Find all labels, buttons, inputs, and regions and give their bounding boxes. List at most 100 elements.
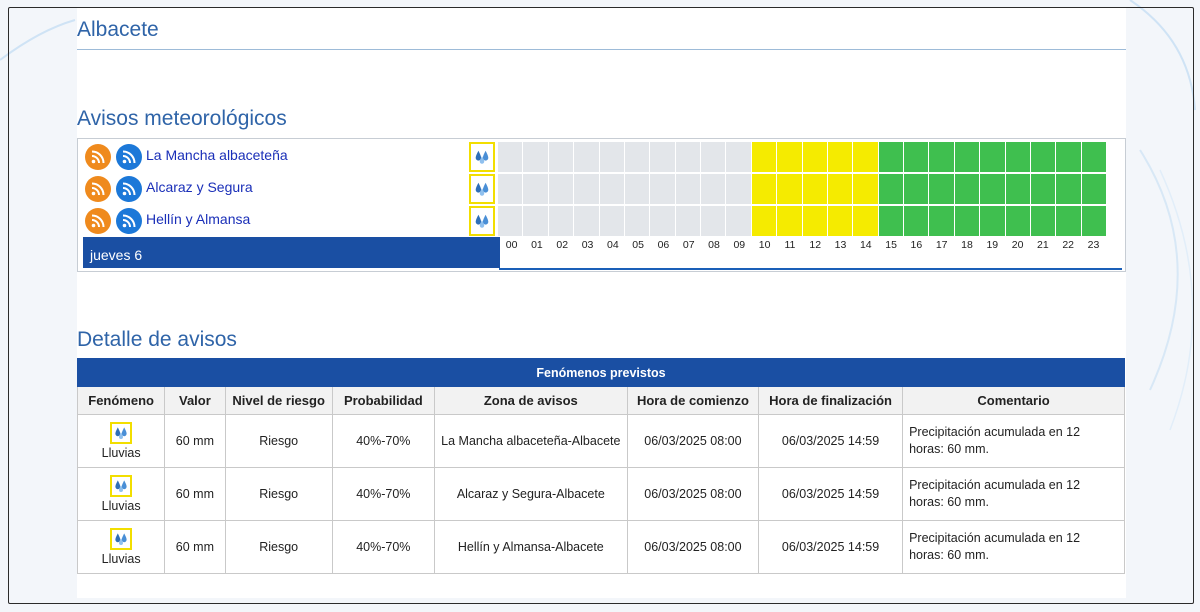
hour-cell-green xyxy=(1056,206,1081,236)
hour-cell-yellow xyxy=(853,174,878,204)
warning-zone-row: Hellín y Almansa xyxy=(83,205,1123,236)
hour-cell-green xyxy=(954,174,980,204)
hour-cell-green xyxy=(1005,142,1030,172)
hour-cell-none xyxy=(726,206,751,236)
hour-cell-none xyxy=(523,206,548,236)
start-time-cell: 06/03/2025 08:00 xyxy=(626,414,760,468)
value-cell: 60 mm xyxy=(164,520,226,574)
hour-cell-none xyxy=(701,174,726,204)
end-time-cell: 06/03/2025 14:59 xyxy=(758,414,904,468)
hour-cell-green xyxy=(1030,206,1056,236)
hourly-levels xyxy=(498,174,1107,204)
rss-feed-icon[interactable] xyxy=(85,208,111,234)
hour-cell-none xyxy=(701,142,726,172)
hour-cell-none xyxy=(624,206,650,236)
phenomenon-cell: Lluvias xyxy=(76,414,166,468)
hour-cell-yellow xyxy=(751,174,777,204)
hour-label: 18 xyxy=(961,239,973,251)
hour-cell-none xyxy=(624,142,650,172)
hour-cell-green xyxy=(929,142,954,172)
hour-cell-green xyxy=(929,174,954,204)
hour-label: 16 xyxy=(910,239,923,251)
zone-link[interactable]: La Mancha albaceteña xyxy=(146,147,288,163)
hour-cell-none xyxy=(523,174,548,204)
hour-label: 07 xyxy=(682,239,695,251)
hour-label: 06 xyxy=(657,239,670,251)
column-header: Hora de comienzo xyxy=(626,386,760,415)
hourly-levels xyxy=(498,142,1107,172)
zone-cell: Hellín y Almansa-Albacete xyxy=(433,520,628,574)
warnings-detail-table: Fenómenos previstos Fenómeno Valor Nivel d… xyxy=(76,358,1125,574)
rss-feed-icon[interactable] xyxy=(85,176,111,202)
comment-cell: Precipitación acumulada en 12 horas: 60 … xyxy=(902,467,1125,521)
probability-cell: 40%-70% xyxy=(331,414,435,468)
rain-drops-icon xyxy=(110,474,133,497)
column-header: Probabilidad xyxy=(331,386,435,415)
hour-cell-none xyxy=(624,174,650,204)
hour-cell-green xyxy=(1005,174,1030,204)
hour-cell-yellow xyxy=(751,142,777,172)
hour-cell-none xyxy=(675,174,700,204)
column-header: Hora de finalización xyxy=(758,386,904,415)
start-time-cell: 06/03/2025 08:00 xyxy=(626,467,760,521)
hour-cell-none xyxy=(498,206,523,236)
hour-label: 02 xyxy=(556,239,569,251)
hour-label: 21 xyxy=(1037,239,1049,251)
hour-cell-green xyxy=(1030,142,1056,172)
value-cell: 60 mm xyxy=(164,467,226,521)
hour-cell-none xyxy=(548,142,574,172)
hour-cell-green xyxy=(878,206,903,236)
hourly-levels xyxy=(498,206,1107,236)
hour-label: 20 xyxy=(1011,239,1024,251)
hour-label: 19 xyxy=(986,239,999,251)
rss-feed-icon-blue[interactable] xyxy=(116,176,142,202)
table-row: Lluvias 60 mm Riesgo 40%-70% La Mancha albac… xyxy=(76,414,1125,468)
hour-cell-yellow xyxy=(827,206,853,236)
hour-cell-yellow xyxy=(802,174,827,204)
title-divider xyxy=(77,49,1126,50)
hour-cell-green xyxy=(904,142,929,172)
hour-cell-green xyxy=(1081,142,1106,172)
risk-level-cell: Riesgo xyxy=(224,520,333,574)
rain-drops-icon xyxy=(469,206,495,236)
hour-cell-green xyxy=(1081,174,1106,204)
hour-cell-yellow xyxy=(777,174,802,204)
rain-drops-icon xyxy=(110,421,133,444)
rss-feed-icon[interactable] xyxy=(85,144,111,170)
zone-link[interactable]: Hellín y Almansa xyxy=(146,211,251,227)
hour-cell-none xyxy=(548,174,574,204)
hour-cell-yellow xyxy=(853,206,878,236)
hour-cell-none xyxy=(523,142,548,172)
phenomenon-cell: Lluvias xyxy=(76,520,166,574)
start-time-cell: 06/03/2025 08:00 xyxy=(626,520,760,574)
hour-cell-none xyxy=(599,206,624,236)
hour-label: 01 xyxy=(531,239,543,251)
hour-cell-none xyxy=(726,174,751,204)
avisos-heading: Avisos meteorológicos xyxy=(77,107,287,130)
hour-cell-none xyxy=(650,142,675,172)
hour-label: 05 xyxy=(632,239,644,251)
hour-label: 00 xyxy=(505,239,518,251)
hour-label: 09 xyxy=(733,239,746,251)
hour-cell-none xyxy=(650,174,675,204)
hour-cell-green xyxy=(1056,174,1081,204)
hour-cell-none xyxy=(498,174,523,204)
zone-link[interactable]: Alcaraz y Segura xyxy=(146,179,253,195)
hour-cell-green xyxy=(929,206,954,236)
phenomenon-label: Lluvias xyxy=(101,445,141,460)
rss-feed-icon-blue[interactable] xyxy=(116,144,142,170)
phenomenon-label: Lluvias xyxy=(101,498,141,513)
comment-cell: Precipitación acumulada en 12 horas: 60 … xyxy=(902,414,1125,468)
hour-cell-green xyxy=(980,206,1005,236)
risk-level-cell: Riesgo xyxy=(224,414,333,468)
rss-feed-icon-blue[interactable] xyxy=(116,208,142,234)
end-time-cell: 06/03/2025 14:59 xyxy=(758,467,904,521)
rain-drops-icon xyxy=(110,527,133,550)
hour-label: 03 xyxy=(581,239,594,251)
zone-cell: La Mancha albaceteña-Albacete xyxy=(433,414,628,468)
hour-cell-green xyxy=(1005,206,1030,236)
hour-cell-green xyxy=(878,142,903,172)
column-header: Zona de avisos xyxy=(433,386,628,415)
hour-label: 17 xyxy=(935,239,948,251)
hour-label: 11 xyxy=(784,239,796,251)
